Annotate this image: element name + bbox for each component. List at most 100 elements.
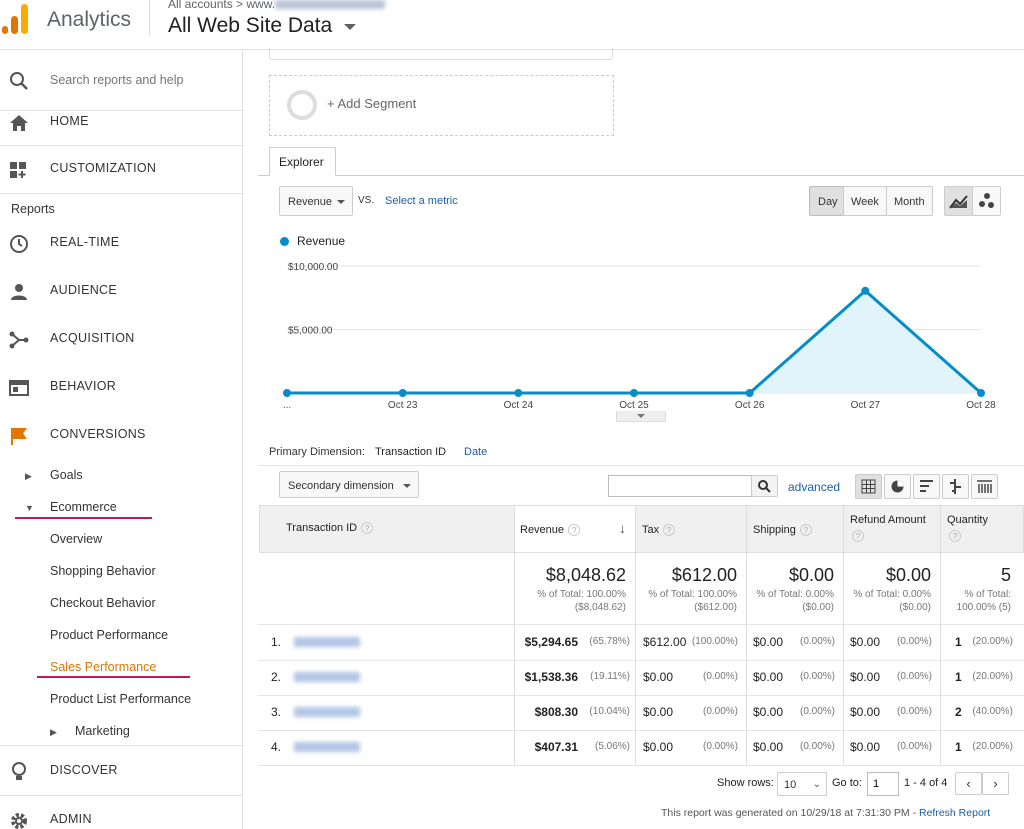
motion-chart-toggle[interactable] [972, 186, 1001, 216]
person-icon [11, 284, 27, 300]
app-title: Analytics [47, 8, 132, 31]
metric-dropdown[interactable]: Revenue [279, 186, 353, 216]
table-search-input[interactable] [608, 475, 752, 497]
total-shipping-sub: % of Total: 0.00% ($0.00) [756, 589, 834, 613]
tax-value: $612.00 [643, 635, 687, 649]
column-header-refund-amount[interactable]: Refund Amount? [850, 514, 926, 542]
header-label: Tax [642, 524, 660, 536]
table-search-button[interactable] [751, 475, 778, 497]
sidebar-item-admin[interactable]: ADMIN [0, 798, 242, 829]
sidebar-item-product-performance[interactable]: Product Performance [50, 628, 169, 642]
data-point[interactable] [283, 389, 291, 397]
view-pie-button[interactable] [884, 474, 911, 499]
refresh-report-link[interactable]: Refresh Report [919, 807, 991, 819]
tab-explorer[interactable]: Explorer [269, 147, 336, 176]
help-icon[interactable]: ? [799, 524, 812, 537]
refund-percent: (0.00%) [896, 741, 932, 752]
select-metric-link[interactable]: Select a metric [385, 195, 458, 207]
table-row[interactable]: 4. $407.31 (5.06%) $0.00 (0.00%) $0.00 (… [258, 730, 1024, 765]
divider [0, 145, 242, 146]
view-performance-button[interactable] [913, 474, 940, 499]
view-selector[interactable]: All Web Site Data [168, 14, 333, 37]
sidebar-item-ecommerce[interactable]: Ecommerce [50, 500, 117, 514]
sidebar-item-marketing[interactable]: Marketing [75, 724, 130, 738]
sidebar-item-shopping-behavior[interactable]: Shopping Behavior [50, 564, 156, 578]
expand-arrow-icon[interactable]: ▶ [50, 727, 57, 737]
help-icon[interactable]: ? [949, 530, 961, 542]
sidebar-item-home[interactable]: HOME [0, 100, 242, 148]
data-point[interactable] [630, 389, 638, 397]
view-pivot-button[interactable] [971, 474, 998, 499]
chevron-down-icon[interactable] [344, 24, 356, 30]
period-month-button[interactable]: Month [886, 186, 933, 216]
help-icon[interactable]: ? [663, 524, 676, 537]
sidebar-item-conversions[interactable]: CONVERSIONS [0, 413, 242, 461]
secondary-dimension-dropdown[interactable]: Secondary dimension [279, 471, 419, 498]
breadcrumb-text: All accounts > www. [168, 0, 276, 11]
dimension-transaction-id[interactable]: Transaction ID [375, 446, 447, 458]
line-chart-toggle[interactable] [944, 186, 973, 216]
sidebar: HOME CUSTOMIZATION Reports REAL-TIME AUD… [0, 50, 243, 829]
search-input[interactable] [50, 70, 230, 90]
data-point[interactable] [977, 389, 985, 397]
view-table-button[interactable] [855, 474, 882, 499]
prev-page-button[interactable]: ‹ [955, 772, 982, 795]
help-icon[interactable]: ? [852, 530, 864, 542]
view-comparison-button[interactable] [942, 474, 969, 499]
sidebar-item-sales-performance[interactable]: Sales Performance [50, 660, 157, 674]
advanced-filter-link[interactable]: advanced [788, 480, 841, 494]
rows-per-page-select[interactable]: 10 ⌄ [777, 772, 827, 796]
column-header-tax[interactable]: Tax? [642, 524, 676, 537]
transaction-id-link[interactable] [294, 707, 360, 717]
sidebar-item-goals[interactable]: Goals [50, 468, 83, 482]
help-icon[interactable]: ? [361, 522, 374, 535]
table-row[interactable]: 3. $808.30 (10.04%) $0.00 (0.00%) $0.00 … [258, 695, 1024, 730]
add-segment-box[interactable]: + Add Segment [269, 75, 614, 136]
search-icon[interactable] [8, 70, 30, 97]
chart-resize-handle[interactable] [616, 411, 666, 422]
tax-percent: (0.00%) [702, 741, 738, 752]
sort-down-arrow-icon[interactable]: ↓ [619, 520, 626, 536]
sidebar-item-overview[interactable]: Overview [50, 532, 103, 546]
chevron-down-icon [403, 484, 411, 488]
table-row[interactable]: 1. $5,294.65 (65.78%) $612.00 (100.00%) … [258, 625, 1024, 660]
sidebar-item-behavior[interactable]: BEHAVIOR [0, 365, 242, 413]
segment-box[interactable] [269, 48, 613, 60]
column-header-transaction-id[interactable]: Transaction ID? [286, 522, 374, 535]
data-point[interactable] [745, 389, 754, 397]
column-header-shipping[interactable]: Shipping? [753, 524, 812, 537]
transaction-id-link[interactable] [294, 637, 360, 647]
dimension-date-link[interactable]: Date [464, 446, 488, 458]
next-page-button[interactable]: › [982, 772, 1009, 795]
generated-text: This report was generated on 10/29/18 at… [661, 807, 919, 819]
transaction-id-link[interactable] [294, 672, 360, 682]
column-header-quantity[interactable]: Quantity? [947, 514, 988, 542]
sidebar-item-acquisition[interactable]: ACQUISITION [0, 317, 242, 365]
sidebar-item-discover[interactable]: DISCOVER [0, 749, 242, 797]
transaction-id-link[interactable] [294, 742, 360, 752]
sidebar-item-customization[interactable]: CUSTOMIZATION [0, 147, 242, 195]
divider [258, 660, 1024, 661]
sidebar-item-label: DISCOVER [50, 763, 118, 777]
total-revenue-sub: % of Total: 100.00% ($8,048.62) [537, 589, 626, 613]
help-icon[interactable]: ? [568, 524, 581, 537]
period-day-button[interactable]: Day [809, 186, 844, 216]
expand-arrow-icon[interactable]: ▶ [25, 471, 32, 481]
sidebar-item-product-list-performance[interactable]: Product List Performance [50, 692, 192, 706]
sidebar-item-checkout-behavior[interactable]: Checkout Behavior [50, 596, 156, 610]
x-tick-label: Oct 26 [735, 400, 765, 411]
collapse-arrow-icon[interactable]: ▼ [25, 503, 34, 513]
period-week-button[interactable]: Week [843, 186, 887, 216]
data-point[interactable] [514, 389, 523, 397]
quantity-percent: (40.00%) [972, 706, 1013, 717]
refund-value: $0.00 [850, 635, 881, 649]
column-header-revenue[interactable]: Revenue? [520, 524, 581, 537]
table-row[interactable]: 2. $1,538.36 (19.11%) $0.00 (0.00%) $0.0… [258, 660, 1024, 695]
data-point[interactable] [861, 286, 870, 295]
goto-page-input[interactable] [867, 772, 899, 796]
tax-percent: (0.00%) [702, 706, 738, 717]
sidebar-item-audience[interactable]: AUDIENCE [0, 269, 242, 317]
data-point[interactable] [398, 389, 407, 397]
sidebar-item-realtime[interactable]: REAL-TIME [0, 221, 242, 269]
breadcrumb[interactable]: All accounts > www. [168, 0, 386, 11]
